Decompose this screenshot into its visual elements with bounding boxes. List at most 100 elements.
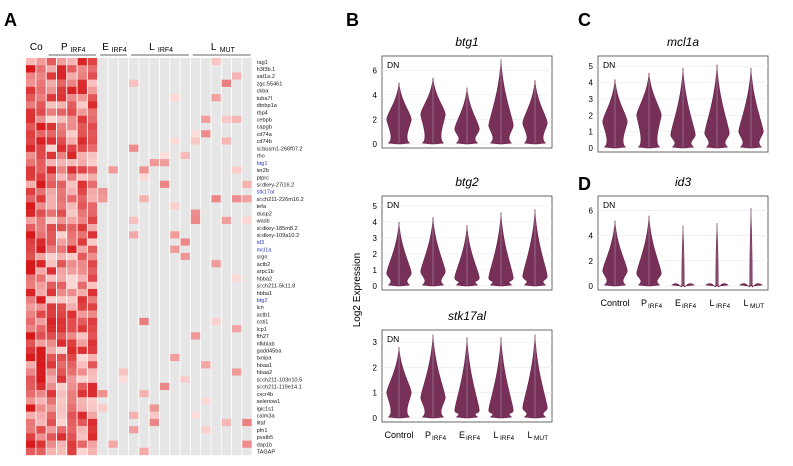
heatmap-cell <box>129 137 139 145</box>
heatmap-cell <box>180 216 190 225</box>
heatmap-cell <box>190 202 201 210</box>
heatmap-cell <box>242 245 252 254</box>
heatmap-cell <box>56 325 67 333</box>
heatmap-cell <box>242 281 252 290</box>
heatmap-cell <box>221 115 232 124</box>
heatmap-cell <box>180 382 190 391</box>
heatmap-cell <box>221 296 232 304</box>
heatmap-cell <box>26 281 36 290</box>
heatmap-cell <box>149 94 159 102</box>
heatmap-cell <box>201 72 211 80</box>
heatmap-cell <box>56 397 67 405</box>
heatmap-cell <box>211 115 221 124</box>
heatmap-cell <box>211 346 221 355</box>
heatmap-cell <box>67 310 77 319</box>
heatmap-cell <box>46 137 56 145</box>
heatmap-cell <box>98 252 108 261</box>
heatmap-cell <box>56 353 67 362</box>
heatmap-cell <box>46 288 56 297</box>
heatmap-cell <box>129 195 139 203</box>
heatmap-cell <box>98 86 108 95</box>
heatmap-cell <box>232 390 242 398</box>
category-sub: IRF4 <box>648 303 662 310</box>
heatmap-cell <box>159 296 170 304</box>
heatmap-cell <box>201 86 211 95</box>
heatmap-cell <box>221 339 232 347</box>
heatmap-cell <box>87 58 98 66</box>
heatmap-cell <box>98 209 108 217</box>
heatmap-cell <box>129 216 139 225</box>
heatmap-cell <box>139 346 149 355</box>
heatmap-cell <box>77 137 87 145</box>
heatmap-cell <box>139 361 149 369</box>
heatmap-cell <box>180 375 190 384</box>
heatmap-cell <box>221 368 232 376</box>
heatmap-panel: Co P IRF4 E IRF4 L IRF4 L MUTrag1h3f3b.1sat1a.2z… <box>26 42 304 456</box>
heatmap-cell <box>87 310 98 319</box>
heatmap-cell <box>67 209 77 217</box>
heatmap-cell <box>221 65 232 73</box>
heatmap-cell <box>201 404 211 412</box>
heatmap-cell <box>211 166 221 174</box>
heatmap-cell <box>242 426 252 434</box>
category-label: P <box>641 298 647 308</box>
heatmap-cell <box>211 317 221 326</box>
heatmap-cell <box>201 317 211 326</box>
heatmap-cell <box>26 151 36 160</box>
heatmap-cell <box>180 122 190 131</box>
heatmap-cell <box>242 101 252 109</box>
heatmap-cell <box>67 332 77 340</box>
heatmap-cell <box>67 231 77 239</box>
heatmap-cell <box>139 281 149 290</box>
heatmap-cell <box>242 361 252 369</box>
heatmap-cell <box>77 245 87 254</box>
heatmap-cell <box>201 101 211 109</box>
heatmap-cell <box>242 267 252 275</box>
heatmap-cell <box>77 353 87 362</box>
heatmap-cell <box>180 281 190 290</box>
heatmap-cell <box>98 173 108 181</box>
heatmap-cell <box>98 94 108 102</box>
heatmap-cell <box>159 245 170 254</box>
heatmap-cell <box>36 115 46 124</box>
heatmap-cell <box>87 245 98 254</box>
heatmap-cell <box>211 72 221 80</box>
heatmap-cell <box>108 86 118 95</box>
heatmap-cell <box>221 166 232 174</box>
heatmap-cell <box>98 224 108 232</box>
heatmap-cell <box>221 195 232 203</box>
heatmap-cell <box>190 224 201 232</box>
heatmap-cell <box>46 303 56 311</box>
heatmap-cell <box>77 303 87 311</box>
heatmap-cell <box>201 180 211 189</box>
heatmap-cell <box>232 382 242 391</box>
heatmap-cell <box>108 382 118 391</box>
heatmap-cell <box>190 108 201 116</box>
heatmap-cell <box>129 303 139 311</box>
heatmap-cell <box>149 353 159 362</box>
heatmap-cell <box>36 346 46 355</box>
heatmap-cell <box>36 173 46 181</box>
heatmap-cell <box>118 231 129 239</box>
heatmap-cell <box>108 288 118 297</box>
heatmap-cell <box>46 202 56 210</box>
heatmap-cell <box>108 195 118 203</box>
heatmap-cell <box>87 418 98 427</box>
heatmap-cell <box>159 418 170 427</box>
heatmap-cell <box>211 108 221 116</box>
gene-label: si:dkey-109a10.2 <box>257 233 300 239</box>
heatmap-cell <box>46 94 56 102</box>
heatmap-cell <box>36 390 46 398</box>
heatmap-cell <box>67 101 77 109</box>
heatmap-cell <box>190 382 201 391</box>
heatmap-cell <box>232 353 242 362</box>
heatmap-cell <box>170 130 180 138</box>
heatmap-cell <box>77 79 87 88</box>
heatmap-cell <box>118 137 129 145</box>
heatmap-cell <box>26 310 36 319</box>
heatmap-cell <box>118 303 129 311</box>
heatmap-cell <box>242 368 252 376</box>
heatmap-cell <box>211 86 221 95</box>
heatmap-cell <box>211 303 221 311</box>
heatmap-cell <box>211 94 221 102</box>
